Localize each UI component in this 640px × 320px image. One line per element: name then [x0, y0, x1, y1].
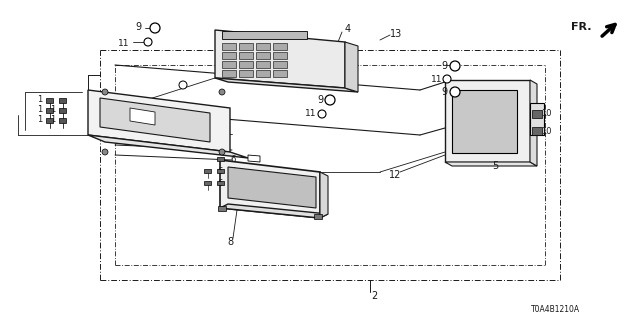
Circle shape	[318, 110, 326, 118]
Bar	[532, 127, 542, 135]
Circle shape	[144, 38, 152, 46]
Bar	[530, 103, 544, 135]
Text: 1: 1	[37, 95, 43, 105]
Bar	[59, 98, 66, 103]
Circle shape	[179, 81, 187, 89]
Polygon shape	[345, 42, 358, 92]
Text: 9: 9	[441, 87, 447, 97]
Bar	[239, 61, 253, 68]
Bar	[256, 70, 270, 77]
Bar	[222, 70, 236, 77]
Polygon shape	[530, 80, 537, 166]
Bar	[256, 52, 270, 59]
Bar	[59, 118, 66, 123]
Text: 8: 8	[227, 237, 233, 247]
Circle shape	[450, 87, 460, 97]
Polygon shape	[320, 172, 328, 218]
Polygon shape	[220, 160, 320, 218]
Text: 9: 9	[317, 95, 323, 105]
Circle shape	[219, 149, 225, 155]
Polygon shape	[100, 98, 210, 142]
Polygon shape	[248, 155, 260, 162]
Text: T0A4B1210A: T0A4B1210A	[531, 306, 580, 315]
Bar	[222, 31, 307, 39]
Text: 10: 10	[541, 109, 551, 118]
Bar	[239, 43, 253, 50]
Polygon shape	[88, 135, 248, 158]
Text: 11: 11	[431, 75, 443, 84]
Polygon shape	[445, 162, 537, 166]
Text: 12: 12	[389, 170, 401, 180]
Text: 1: 1	[51, 116, 56, 124]
Polygon shape	[445, 80, 530, 162]
Text: 1: 1	[37, 106, 43, 115]
Bar	[204, 169, 211, 173]
Bar	[239, 70, 253, 77]
Text: 11: 11	[118, 38, 130, 47]
Circle shape	[450, 61, 460, 71]
Text: 6: 6	[218, 167, 223, 177]
Circle shape	[325, 95, 335, 105]
Polygon shape	[130, 108, 155, 125]
Text: 11: 11	[305, 109, 317, 118]
Circle shape	[102, 89, 108, 95]
Bar	[273, 61, 287, 68]
Text: 5: 5	[492, 161, 498, 171]
Text: 1: 1	[37, 116, 43, 124]
Polygon shape	[228, 167, 316, 208]
Text: 1: 1	[51, 106, 56, 115]
Bar	[46, 118, 53, 123]
Text: 13: 13	[390, 29, 402, 39]
Bar	[222, 52, 236, 59]
Bar	[204, 181, 211, 185]
Circle shape	[150, 23, 160, 33]
Bar	[59, 108, 66, 113]
Bar	[217, 157, 224, 161]
Bar	[218, 206, 226, 211]
Circle shape	[219, 89, 225, 95]
Bar	[273, 43, 287, 50]
Polygon shape	[220, 204, 328, 218]
Bar	[256, 43, 270, 50]
Text: 6: 6	[230, 180, 236, 188]
Text: 6: 6	[218, 180, 223, 188]
Bar	[222, 43, 236, 50]
Text: 10: 10	[541, 126, 551, 135]
Text: FR.: FR.	[572, 22, 592, 32]
Bar	[46, 98, 53, 103]
Circle shape	[443, 75, 451, 83]
Text: 2: 2	[371, 291, 377, 301]
Polygon shape	[215, 30, 345, 88]
Text: 9: 9	[135, 22, 141, 32]
Text: 6: 6	[230, 156, 236, 164]
Bar	[217, 169, 224, 173]
Bar	[314, 214, 322, 219]
Text: 4: 4	[345, 24, 351, 34]
Polygon shape	[88, 90, 230, 152]
Bar	[46, 108, 53, 113]
Bar	[256, 61, 270, 68]
Bar	[273, 70, 287, 77]
Text: 6: 6	[230, 167, 236, 177]
Bar	[222, 61, 236, 68]
Bar	[217, 181, 224, 185]
Polygon shape	[215, 78, 358, 92]
Bar	[273, 52, 287, 59]
Bar	[452, 90, 517, 153]
Bar	[239, 52, 253, 59]
Bar	[532, 110, 542, 118]
Text: 9: 9	[441, 61, 447, 71]
Circle shape	[102, 149, 108, 155]
